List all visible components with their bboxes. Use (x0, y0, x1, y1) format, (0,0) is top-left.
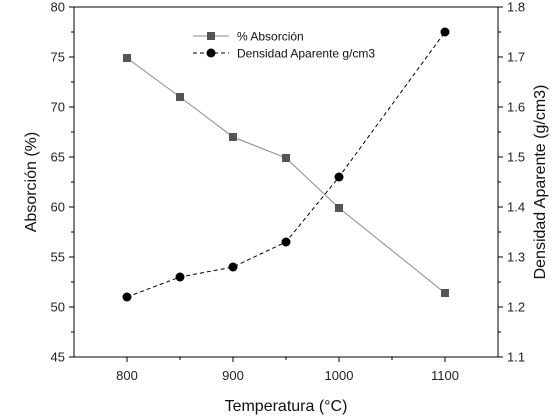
x-axis-title: Temperatura (°C) (225, 398, 348, 415)
axes: 800 900 1000 1100 45 50 55 60 65 70 75 80 1.1 1.2 1.3 1… (51, 0, 526, 383)
series-line-0 (126, 57, 446, 294)
y-left-tick-label: 60 (51, 200, 65, 215)
data-point-densidad (334, 172, 344, 182)
y-left-tick-label: 45 (51, 350, 65, 365)
y-left-tick-label: 50 (51, 300, 65, 315)
y-right-tick-label: 1.8 (507, 0, 525, 15)
legend-marker-densidad (206, 48, 216, 58)
legend-label-absorcion: % Absorción (237, 30, 304, 44)
legend-marker-absorcion (207, 32, 215, 40)
y-left-tick-label: 75 (51, 50, 65, 65)
y-right-tick-label: 1.5 (507, 150, 525, 165)
y-right-tick-label: 1.2 (507, 300, 525, 315)
data-point-densidad (440, 27, 450, 37)
y-right-tick-label: 1.7 (507, 50, 525, 65)
y-right-tick-label: 1.1 (507, 350, 525, 365)
data-point-absorcion (282, 154, 290, 162)
y-left-tick-label: 65 (51, 150, 65, 165)
x-tick-label: 1000 (325, 368, 354, 383)
data-point-densidad (175, 272, 185, 282)
series-line-1 (126, 31, 446, 298)
x-tick-label: 1100 (431, 368, 459, 383)
x-tick-label: 900 (222, 368, 244, 383)
data-point-absorcion (123, 54, 131, 62)
y-axis-right-title: Densidad Aparente (g/cm3) (532, 85, 549, 280)
data-point-absorcion (176, 93, 184, 101)
legend: % Absorción Densidad Aparente g/cm3 (193, 30, 375, 61)
data-point-densidad (281, 237, 291, 247)
y-right-tick-label: 1.3 (507, 250, 525, 265)
data-point-densidad (228, 262, 238, 272)
data-point-absorcion (441, 289, 449, 297)
data-point-absorcion (335, 204, 343, 212)
y-right-tick-label: 1.6 (507, 100, 525, 115)
y-left-tick-label: 80 (51, 0, 65, 15)
series-layer (122, 27, 450, 302)
legend-label-densidad: Densidad Aparente g/cm3 (237, 47, 375, 61)
y-right-tick-label: 1.4 (507, 200, 525, 215)
y-left-tick-label: 70 (51, 100, 65, 115)
y-left-tick-label: 55 (51, 250, 65, 265)
x-tick-label: 800 (116, 368, 138, 383)
y-axis-left-title: Absorción (%) (23, 132, 40, 232)
data-point-absorcion (229, 133, 237, 141)
data-point-densidad (122, 292, 132, 302)
